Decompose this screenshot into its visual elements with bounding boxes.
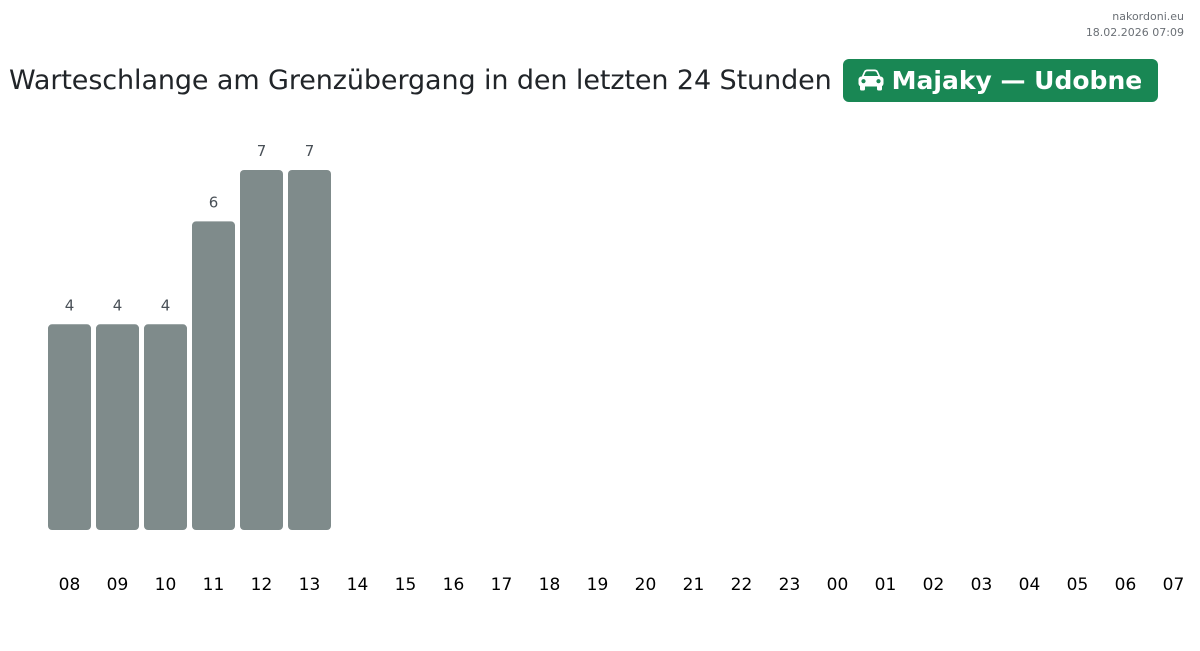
x-tick-23: 23 <box>779 575 801 595</box>
x-tick-04: 04 <box>1019 575 1041 595</box>
x-tick-22: 22 <box>731 575 753 595</box>
x-tick-17: 17 <box>491 575 513 595</box>
x-tick-16: 16 <box>443 575 465 595</box>
x-tick-19: 19 <box>587 575 609 595</box>
value-label-13: 7 <box>305 142 315 160</box>
x-tick-05: 05 <box>1067 575 1089 595</box>
x-tick-13: 13 <box>299 575 321 595</box>
timestamp: 18.02.2026 07:09 <box>1085 26 1184 39</box>
bar-13 <box>288 170 331 530</box>
x-tick-00: 00 <box>827 575 849 595</box>
site-name: nakordoni.eu <box>1112 10 1184 23</box>
x-tick-12: 12 <box>251 575 273 595</box>
queue-bar-chart: 4 08 4 09 4 10 6 11 7 12 7 13 14 15 16 17 18 19 20 21 22 23 00… <box>48 142 1185 595</box>
value-label-09: 4 <box>113 296 123 314</box>
bar-10 <box>144 324 187 530</box>
x-tick-02: 02 <box>923 575 945 595</box>
value-label-08: 4 <box>65 296 75 314</box>
page-title: Warteschlange am Grenzübergang in den le… <box>9 64 832 96</box>
title-row: Warteschlange am Grenzübergang in den le… <box>9 58 1159 102</box>
x-tick-18: 18 <box>539 575 561 595</box>
x-tick-06: 06 <box>1115 575 1137 595</box>
x-tick-10: 10 <box>155 575 177 595</box>
status-badge: Majaky — Udobne <box>842 58 1159 102</box>
bar-08 <box>48 324 91 530</box>
bar-09 <box>96 324 139 530</box>
x-tick-21: 21 <box>683 575 705 595</box>
x-tick-15: 15 <box>395 575 417 595</box>
x-tick-20: 20 <box>635 575 657 595</box>
x-tick-11: 11 <box>203 575 225 595</box>
badge-label: Majaky — Udobne <box>891 65 1143 95</box>
x-tick-08: 08 <box>59 575 81 595</box>
x-tick-14: 14 <box>347 575 369 595</box>
meta-info: nakordoni.eu 18.02.2026 07:09 <box>1086 9 1184 41</box>
value-label-12: 7 <box>257 142 267 160</box>
bar-11 <box>192 221 235 530</box>
x-tick-03: 03 <box>971 575 993 595</box>
value-label-10: 4 <box>161 296 171 314</box>
car-icon <box>857 68 885 92</box>
bar-12 <box>240 170 283 530</box>
x-tick-01: 01 <box>875 575 897 595</box>
value-label-11: 6 <box>209 193 219 211</box>
x-tick-07: 07 <box>1163 575 1185 595</box>
x-tick-09: 09 <box>107 575 129 595</box>
